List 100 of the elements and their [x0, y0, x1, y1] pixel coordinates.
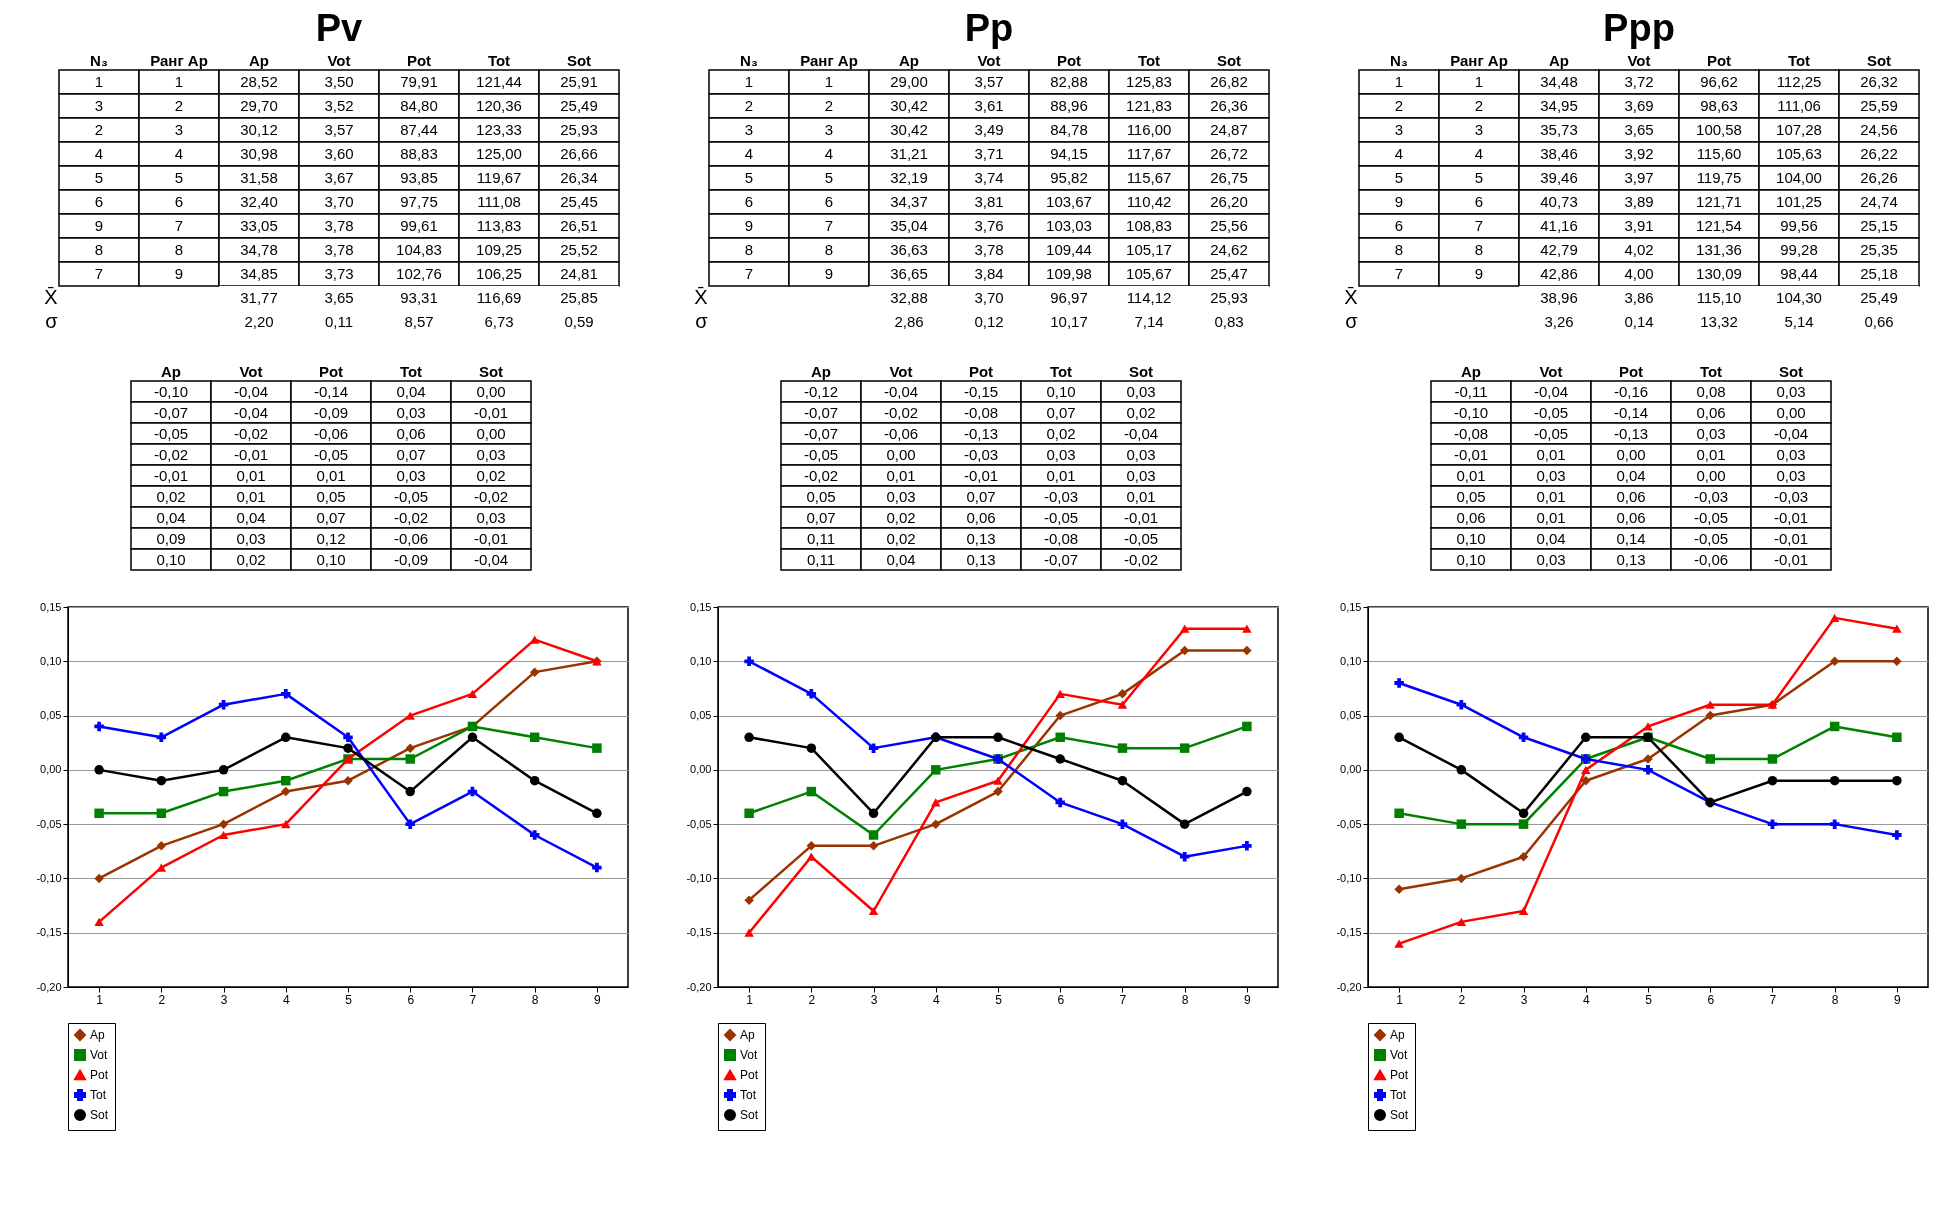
data-label: 0,13	[966, 529, 996, 547]
point	[992, 732, 1003, 743]
data-label: 0,03	[236, 529, 266, 547]
legend-label: Vot	[1389, 1048, 1408, 1062]
point	[467, 732, 477, 743]
x-tick-label: 6	[1706, 992, 1714, 1007]
data-label: 0,04	[236, 508, 266, 526]
point	[1241, 721, 1252, 732]
data-label: -0,05	[1123, 529, 1159, 547]
point	[1054, 797, 1065, 808]
data-label: 130,09	[1695, 265, 1742, 282]
point	[1829, 721, 1839, 732]
data-label: 3,97	[1623, 169, 1654, 186]
data-label: 0,03	[1696, 424, 1726, 442]
point	[743, 732, 754, 743]
data-label: 5	[174, 169, 183, 186]
point	[156, 863, 166, 872]
data-label: 110,42	[1126, 193, 1171, 210]
point	[342, 775, 353, 786]
data-label: 79,91	[399, 73, 438, 90]
x-tick-label: 2	[807, 992, 815, 1007]
data-label: 123,33	[475, 121, 522, 138]
data-label: 0,00	[476, 424, 506, 442]
data-label: -0,03	[1693, 487, 1729, 505]
data-label: 125,00	[475, 145, 522, 162]
data-label: 105,67	[1125, 265, 1172, 282]
data-label: 0,00	[886, 445, 916, 463]
x-tick-label: 8	[1831, 992, 1839, 1007]
data-label: 24,81	[559, 265, 598, 282]
data-label: -0,01	[1123, 508, 1159, 526]
data-label: 26,51	[559, 217, 598, 234]
data-label: 6	[174, 193, 183, 210]
data-label: 0,08	[1696, 382, 1726, 400]
x-tick-label: Vot	[1539, 362, 1563, 380]
y-tick-label: 0,15	[1339, 600, 1361, 613]
data-label: -0,05	[1533, 403, 1569, 421]
x-tick-label: Sot	[566, 51, 591, 69]
x-tick-label: 7	[1769, 992, 1777, 1007]
data-label: 6	[1394, 217, 1403, 234]
data-label: 0,07	[966, 487, 996, 505]
point	[93, 721, 104, 732]
legend-label: Ap	[89, 1028, 105, 1042]
y-tick-label: X̄	[693, 285, 707, 308]
point	[342, 732, 353, 743]
data-label: -0,09	[313, 403, 349, 421]
data-label: -0,14	[313, 382, 349, 400]
point	[93, 917, 104, 926]
point	[1179, 624, 1189, 633]
data-label: -0,04	[1123, 424, 1159, 442]
data-label: 3,91	[1623, 217, 1654, 234]
data-label: -0,04	[233, 382, 269, 400]
data-label: 24,74	[1859, 193, 1898, 210]
point	[1518, 906, 1528, 916]
data-label: -0,13	[963, 424, 999, 442]
data-label: 0,66	[1863, 313, 1894, 330]
y-tick-label: 0,05	[39, 709, 61, 722]
data-label: 7,14	[1133, 313, 1164, 330]
data-label: 114,12	[1126, 289, 1171, 306]
data-label: 34,95	[1539, 97, 1578, 114]
data-label: -0,07	[153, 403, 189, 421]
point	[218, 819, 228, 829]
data-label: 8,57	[403, 313, 434, 330]
data-label: 5,14	[1783, 313, 1814, 330]
data-label: -0,07	[803, 424, 839, 442]
x-tick-label: 2	[157, 992, 165, 1007]
point	[280, 689, 291, 699]
point	[280, 786, 291, 797]
x-tick-label: Ранг Ap	[149, 51, 208, 69]
data-label: 94,15	[1049, 145, 1088, 162]
data-label: 0,83	[1213, 313, 1244, 330]
data-label: 0,06	[1616, 508, 1646, 526]
point	[467, 689, 477, 698]
data-label: 125,83	[1125, 73, 1172, 90]
data-label: 28,52	[239, 73, 278, 90]
data-label: 26,32	[1859, 73, 1898, 90]
data-label: -0,04	[473, 550, 509, 568]
data-label: 100,58	[1695, 121, 1742, 138]
point	[1518, 819, 1528, 829]
point	[806, 743, 816, 753]
x-tick-label: Vot	[976, 51, 1001, 69]
data-label: -0,01	[1453, 445, 1489, 463]
data-label: -0,07	[803, 403, 839, 421]
data-label: 1	[744, 73, 753, 90]
point	[529, 830, 539, 840]
data-label: 0,06	[1616, 487, 1646, 505]
data-label: 26,20	[1209, 193, 1248, 210]
data-label: 104,30	[1775, 289, 1822, 306]
data-label: 0,06	[1696, 403, 1726, 421]
point	[93, 808, 104, 819]
legend-label: Sot	[739, 1108, 759, 1122]
data-label: 3,50	[323, 73, 354, 90]
data-label: -0,10	[153, 382, 189, 400]
data-label: -0,14	[1613, 403, 1649, 421]
data-label: -0,13	[1613, 424, 1649, 442]
data-label: 0,00	[1696, 466, 1726, 484]
point	[1891, 775, 1902, 786]
data-label: 88,96	[1049, 97, 1088, 114]
x-tick-label: 5	[994, 992, 1002, 1007]
data-label: -0,12	[803, 382, 839, 400]
y-tick-label: -0,05	[1335, 817, 1361, 830]
